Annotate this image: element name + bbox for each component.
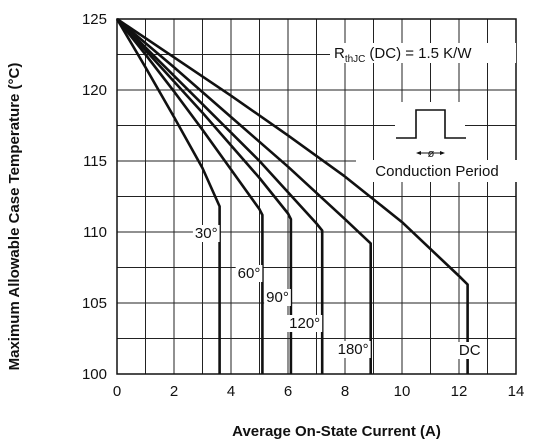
- x-axis-title: Average On-State Current (A): [232, 423, 441, 440]
- phi-symbol: ø: [428, 148, 435, 160]
- series-label-bg: [456, 342, 483, 359]
- series-label-bg: [192, 225, 220, 242]
- y-tick-label: 120: [82, 82, 107, 99]
- series-label-bg: [235, 265, 263, 282]
- x-tick-label: 12: [451, 383, 468, 400]
- series-label: 120°: [289, 315, 320, 332]
- y-axis-title: Maximum Allowable Case Temperature (°C): [6, 63, 23, 371]
- x-tick-label: 0: [113, 383, 121, 400]
- series-line: [116, 18, 373, 374]
- x-tick-label: 6: [284, 383, 292, 400]
- tick-labels: 0 2 4 6 8 10 12 14 100 105 110 115 120 125: [82, 11, 524, 400]
- series-line: [115, 18, 264, 374]
- y-tick-label: 100: [82, 366, 107, 383]
- rthjc-label-bg: [330, 43, 516, 63]
- series-label: 60°: [238, 265, 261, 282]
- x-tick-label: 4: [227, 383, 235, 400]
- series-labels: 30° 60° 90°120° 180° DC: [192, 225, 483, 359]
- plot-frame: [116, 18, 517, 375]
- series-line: [116, 17, 469, 374]
- series-line: [116, 18, 293, 374]
- series-label-bg: [287, 315, 323, 332]
- conduction-period-label: Conduction Period: [375, 163, 498, 180]
- x-tick-label: 10: [394, 383, 411, 400]
- series-label: 90°: [266, 289, 289, 306]
- series-label: 180°: [338, 341, 369, 358]
- x-tick-label: 8: [341, 383, 349, 400]
- y-tick-label: 110: [83, 224, 107, 241]
- y-tick-label: 115: [83, 153, 107, 170]
- conduction-period-bg: [356, 160, 518, 182]
- series-label: 30°: [195, 225, 218, 242]
- x-tick-label: 2: [170, 383, 178, 400]
- series-label-bg: [264, 289, 291, 306]
- x-tick-label: 14: [508, 383, 525, 400]
- y-tick-label: 105: [82, 295, 107, 312]
- series-line: [116, 18, 324, 374]
- series-label-bg: [335, 341, 371, 358]
- y-tick-label: 125: [82, 11, 107, 28]
- rthjc-annotation: RthJC (DC) = 1.5 K/W: [334, 45, 472, 65]
- conduction-period-symbol: ø: [395, 102, 466, 162]
- series-label: DC: [459, 342, 481, 359]
